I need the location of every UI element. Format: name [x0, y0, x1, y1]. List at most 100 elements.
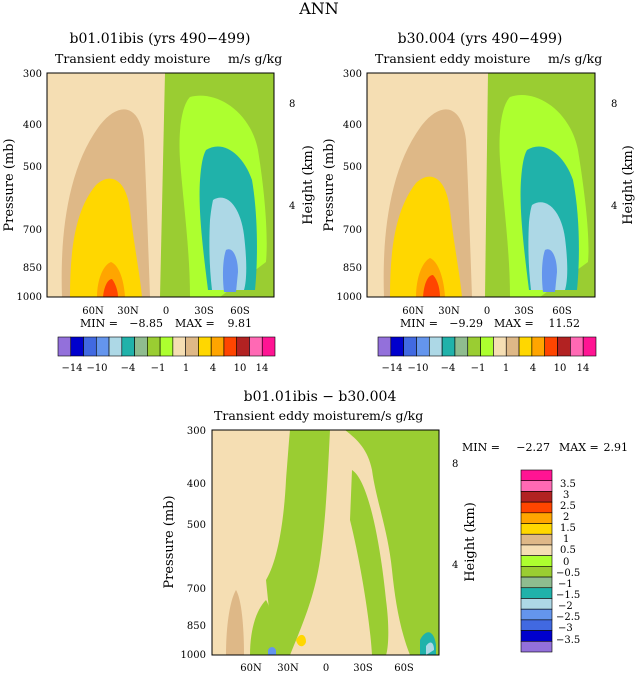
panel-1-xtick: 0	[163, 306, 169, 317]
colorbar-1-label: 14	[256, 363, 269, 374]
colorbar-3-label: 3	[563, 490, 569, 501]
colorbar-3-box	[520, 523, 553, 535]
colorbar-2-label: −10	[407, 363, 428, 374]
panel-1-ytick-right: 4	[289, 201, 295, 212]
colorbar-2-box	[531, 336, 546, 357]
panel-2-title: b30.004 (yrs 490−499)	[398, 31, 563, 47]
panel-2-ytick: 400	[343, 120, 362, 131]
panel-1-yticks: 300 400 500 700 850 1000	[17, 69, 42, 303]
colorbar-3-box	[520, 576, 553, 589]
colorbar-1-box	[134, 336, 148, 357]
panel-3-ytick-right: 4	[452, 560, 458, 571]
colorbar-3-label: −2	[558, 601, 573, 612]
colorbar-3-label: −1.5	[556, 590, 580, 601]
panel-3-ytick: 300	[187, 426, 206, 437]
colorbar-1-box	[223, 336, 238, 357]
panel-1-yellow-region	[70, 178, 142, 297]
colorbar-2-box	[416, 336, 430, 357]
colorbar-1-box	[210, 336, 225, 357]
colorbar-2-box	[480, 336, 494, 357]
colorbar-2-box	[390, 336, 404, 357]
panel-2-ylabel: Pressure (mb)	[322, 138, 337, 231]
colorbar-2-box	[582, 336, 597, 357]
panel-1-plot-frame	[46, 72, 275, 298]
panel-1-ylabel: Pressure (mb)	[2, 138, 17, 231]
colorbar-2-box	[454, 336, 469, 357]
colorbar-3-label: 1	[563, 534, 569, 545]
colorbar-2-label: 4	[530, 363, 536, 374]
panel-3-min-label: MIN =	[462, 441, 500, 454]
panel-2-red-region	[423, 275, 440, 297]
panel-3-xtick: 60S	[394, 663, 414, 674]
panel-3-subtitle-left: Transient eddy moisture	[214, 408, 369, 423]
panel-1-contours	[47, 73, 274, 297]
panel-3-ytick: 850	[187, 621, 206, 632]
colorbar-1-label: 4	[210, 363, 216, 374]
panel-1-xtick: 30N	[117, 306, 139, 317]
panel-2-xtick: 30S	[514, 306, 534, 317]
colorbar-1-box	[121, 336, 135, 357]
panel-2-contours	[367, 73, 595, 297]
panel-2-ytick: 850	[343, 263, 362, 274]
colorbar-3-label: −0.5	[556, 568, 580, 579]
panel-3-plot-frame	[211, 429, 440, 656]
panel-1-min-value: −8.85	[129, 317, 163, 330]
panel-2-ytick: 700	[343, 225, 362, 236]
colorbar-1-box	[198, 336, 212, 357]
panel-1-ytick: 850	[23, 263, 42, 274]
panel-2-yellow-region	[390, 176, 462, 297]
panel-3-yellow-region	[296, 634, 306, 647]
colorbar-2-label: 10	[554, 363, 567, 374]
panel-3-yticks: 300 400 500 700 850 1000	[181, 426, 206, 661]
colorbar-3-label: 3.5	[560, 479, 576, 490]
colorbar-2-box	[377, 336, 392, 357]
panel-2-blue-region	[541, 249, 557, 292]
panel-1-ytick: 300	[23, 69, 42, 80]
panel-1-max-value: 9.81	[228, 317, 253, 330]
colorbar-2-box	[428, 336, 443, 357]
colorbar-3-label: 2	[563, 512, 569, 523]
colorbar-3-label: −3.5	[556, 635, 580, 646]
colorbar-3-label: 1.5	[560, 523, 576, 534]
colorbar-2-box	[467, 336, 481, 357]
colorbar-3-box	[520, 512, 553, 524]
panel-1-subtitle-right: m/s g/kg	[228, 51, 282, 66]
panel-3-green-region-a	[266, 430, 330, 655]
colorbar-3-label: 0.5	[560, 545, 576, 556]
colorbar-2-label: −14	[381, 363, 402, 374]
panel-3-ylabel: Pressure (mb)	[162, 495, 177, 588]
panel-2-subtitle-left: Transient eddy moisture	[375, 51, 530, 66]
colorbar-2-label: 14	[577, 363, 590, 374]
colorbar-2: −14 −10 −4 −1 1 4 10 14	[377, 336, 597, 374]
colorbar-3-box	[520, 469, 553, 482]
colorbar-3-box	[520, 533, 553, 546]
colorbar-2-box	[441, 336, 456, 357]
panel-1-ytick-right: 8	[289, 99, 295, 110]
page-title: ANN	[298, 0, 339, 18]
panel-3-ytick: 400	[187, 479, 206, 490]
colorbar-2-box	[557, 336, 571, 357]
colorbar-1-box	[57, 336, 72, 357]
panel-2-max-label: MAX =	[494, 317, 534, 330]
colorbar-1-box	[249, 336, 263, 357]
panel-1-blue-region	[222, 249, 238, 292]
colorbar-2-box	[544, 336, 558, 357]
panel-1-subtitle-left: Transient eddy moisture	[55, 51, 210, 66]
colorbar-2-label: −4	[441, 363, 456, 374]
colorbar-1-boxes	[57, 336, 276, 357]
panel-3-ytick-right: 8	[452, 459, 458, 470]
panel-3-ytick: 1000	[181, 650, 206, 661]
panel-2-ytick: 300	[343, 69, 362, 80]
colorbar-1: −14 −10 −4 −1 1 4 10 14	[57, 336, 276, 374]
panel-2-min-value: −9.29	[449, 317, 483, 330]
colorbar-1-box	[108, 336, 123, 357]
panel-2-ylabel-right: Height (km)	[621, 145, 636, 225]
panel-3-ytick: 500	[187, 520, 206, 531]
panel-2-stats: MIN = −9.29 MAX = 11.52	[400, 317, 580, 330]
colorbar-1-label: 10	[234, 363, 247, 374]
panel-3-blue-region	[268, 647, 276, 655]
colorbar-2-box	[518, 336, 533, 357]
panel-3-subtitle-right: m/s g/kg	[369, 408, 423, 423]
panel-1-stats: MIN = −8.85 MAX = 9.81	[80, 317, 252, 330]
